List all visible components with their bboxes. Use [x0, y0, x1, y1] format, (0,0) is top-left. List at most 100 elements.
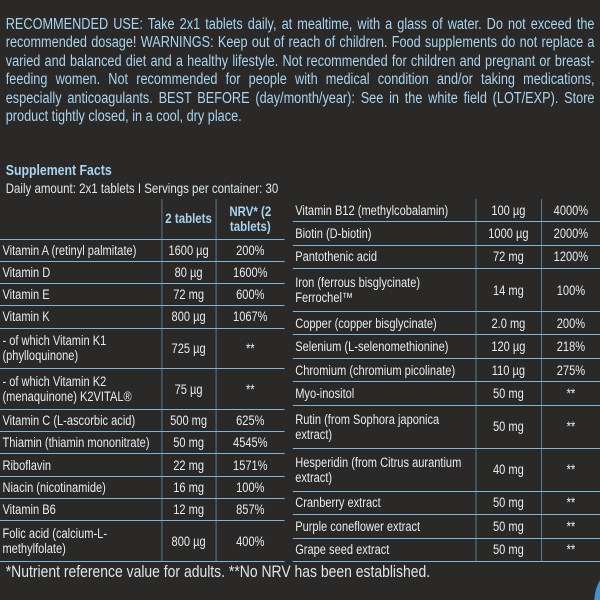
amount: 2.0 mg	[475, 311, 542, 336]
nutrient-name: Riboflavin	[0, 453, 162, 477]
nutrient-name: Vitamin E	[0, 283, 162, 307]
nutrient-name: Vitamin A (retinyl palmitate)	[0, 239, 162, 262]
nrv: 600%	[215, 283, 285, 307]
amount: 50 mg	[475, 491, 542, 516]
nutrient-name: Purple coneflower extract	[292, 514, 476, 539]
nutrient-row: Hesperidin (from Citrus aurantium extrac…	[292, 448, 600, 492]
nrv: 400%	[215, 520, 285, 562]
nutrient-name: Vitamin B12 (methylcobalamin)	[292, 199, 476, 223]
nutrient-row: Biotin (D-biotin) 1000 µg 2000%	[292, 221, 600, 246]
amount: 800 µg	[161, 305, 216, 329]
footnote: *Nutrient reference value for adults. **…	[5, 562, 431, 581]
nutrient-row: - of which Vitamin K2 (menaquinone) K2VI…	[0, 368, 285, 410]
facts-table-right: Vitamin B12 (methylcobalamin) 100 µg 4000%…	[292, 199, 600, 562]
nutrient-name: Hesperidin (from Citrus aurantium extrac…	[292, 448, 476, 492]
nutrient-row: - of which Vitamin K1 (phylloquinone) 725…	[0, 328, 285, 370]
nrv: **	[540, 381, 600, 406]
nutrient-row: Riboflavin 22 mg 1571%	[0, 453, 285, 477]
amount: 50 mg	[475, 538, 542, 562]
amount: 1000 µg	[475, 221, 542, 246]
nutrient-name: - of which Vitamin K2 (menaquinone) K2VI…	[0, 368, 162, 410]
amount: 75 µg	[161, 368, 216, 410]
nutrient-row: Vitamin K 800 µg 1067%	[0, 305, 285, 329]
nutrient-row: Grape seed extract 50 mg **	[292, 538, 600, 562]
nutrient-name: Pantothenic acid	[292, 245, 476, 270]
nutrient-row: Folic acid (calcium-L-methylfolate) 800 µ…	[0, 520, 285, 562]
nutrient-row: Vitamin D 80 µg 1600%	[0, 261, 285, 285]
nutrient-row: Pantothenic acid 72 mg 1200%	[292, 245, 600, 270]
amount: 100 µg	[475, 199, 542, 223]
nrv: **	[540, 538, 600, 562]
nutrient-row: Thiamin (thiamin mononitrate) 50 mg 4545%	[0, 431, 285, 455]
nutrient-name: Copper (copper bisglycinate)	[292, 311, 476, 336]
nutrient-row: Cranberry extract 50 mg **	[292, 491, 600, 516]
amount: 16 mg	[161, 476, 216, 499]
nrv: 4545%	[215, 431, 285, 455]
nrv: 218%	[540, 334, 600, 359]
nrv: 275%	[540, 358, 600, 383]
amount: 40 mg	[475, 448, 542, 492]
nrv: **	[215, 368, 285, 410]
amount: 120 µg	[475, 334, 542, 359]
nutrient-name: Thiamin (thiamin mononitrate)	[0, 431, 162, 455]
nutrient-row: Rutin (from Sophora japonica extract) 50 …	[292, 405, 600, 449]
nrv: 1571%	[215, 453, 285, 477]
nutrient-name: Vitamin K	[0, 305, 162, 329]
amount: 50 mg	[475, 381, 542, 406]
nrv: 1600%	[215, 261, 285, 285]
amount: 72 mg	[161, 283, 216, 307]
nrv: 200%	[215, 239, 285, 262]
nutrient-row: Chromium (chromium picolinate) 110 µg 275%	[292, 358, 600, 383]
amount: 110 µg	[475, 358, 542, 383]
decoration	[594, 580, 600, 600]
nutrient-name: Cranberry extract	[292, 491, 476, 516]
amount: 50 mg	[475, 514, 542, 539]
nutrient-name: Folic acid (calcium-L-methylfolate)	[0, 520, 162, 562]
nutrient-row: Selenium (L-selenomethionine) 120 µg 218%	[292, 334, 600, 359]
nutrient-name: Grape seed extract	[292, 538, 476, 562]
nrv: 100%	[215, 476, 285, 499]
nutrient-row: Vitamin A (retinyl palmitate) 1600 µg 200%	[0, 239, 285, 262]
nutrient-row: Vitamin B6 12 mg 857%	[0, 498, 285, 522]
empty-cell	[0, 199, 162, 240]
nrv: 2000%	[540, 221, 600, 246]
amount: 50 mg	[161, 431, 216, 455]
nrv: **	[540, 448, 600, 492]
nrv: 200%	[540, 311, 600, 336]
nutrient-name: - of which Vitamin K1 (phylloquinone)	[0, 328, 162, 370]
nutrient-row: Copper (copper bisglycinate) 2.0 mg 200%	[292, 311, 600, 336]
nrv: 4000%	[540, 199, 600, 223]
nutrient-row: Vitamin C (L-ascorbic acid) 500 mg 625%	[0, 409, 285, 433]
nrv: **	[540, 514, 600, 539]
nutrient-name: Rutin (from Sophora japonica extract)	[292, 405, 476, 449]
nutrient-row: Niacin (nicotinamide) 16 mg 100%	[0, 476, 285, 499]
nutrient-name: Vitamin D	[0, 261, 162, 285]
nutrient-name: Biotin (D-biotin)	[292, 221, 476, 246]
nrv: **	[540, 405, 600, 449]
nutrient-row: Vitamin E 72 mg 600%	[0, 283, 285, 307]
nutrient-name: Myo-inositol	[292, 381, 476, 406]
nutrient-name: Selenium (L-selenomethionine)	[292, 334, 476, 359]
header-row: 2 tablets NRV* (2 tablets)	[0, 199, 285, 240]
amount: 80 µg	[161, 261, 216, 285]
amount: 14 mg	[475, 268, 542, 313]
nrv: 857%	[215, 498, 285, 522]
amount: 800 µg	[161, 520, 216, 562]
nutrient-row: Myo-inositol 50 mg **	[292, 381, 600, 406]
nrv: **	[215, 328, 285, 370]
nutrient-name: Niacin (nicotinamide)	[0, 476, 162, 499]
recommended-use: RECOMMENDED USE: Take 2x1 tablets daily,…	[5, 16, 595, 126]
nutrient-name: Chromium (chromium picolinate)	[292, 358, 476, 383]
nrv: 1200%	[540, 245, 600, 270]
column-header: NRV* (2 tablets)	[215, 199, 285, 240]
nrv: 625%	[215, 409, 285, 433]
daily-amount: Daily amount: 2x1 tablets I Servings per…	[5, 180, 279, 196]
nutrient-name: Vitamin B6	[0, 498, 162, 522]
amount: 12 mg	[161, 498, 216, 522]
amount: 72 mg	[475, 245, 542, 270]
nutrient-row: Purple coneflower extract 50 mg **	[292, 514, 600, 539]
nrv: 100%	[540, 268, 600, 313]
amount: 22 mg	[161, 453, 216, 477]
nutrient-name: Iron (ferrous bisglycinate) Ferrochel™	[292, 268, 476, 313]
